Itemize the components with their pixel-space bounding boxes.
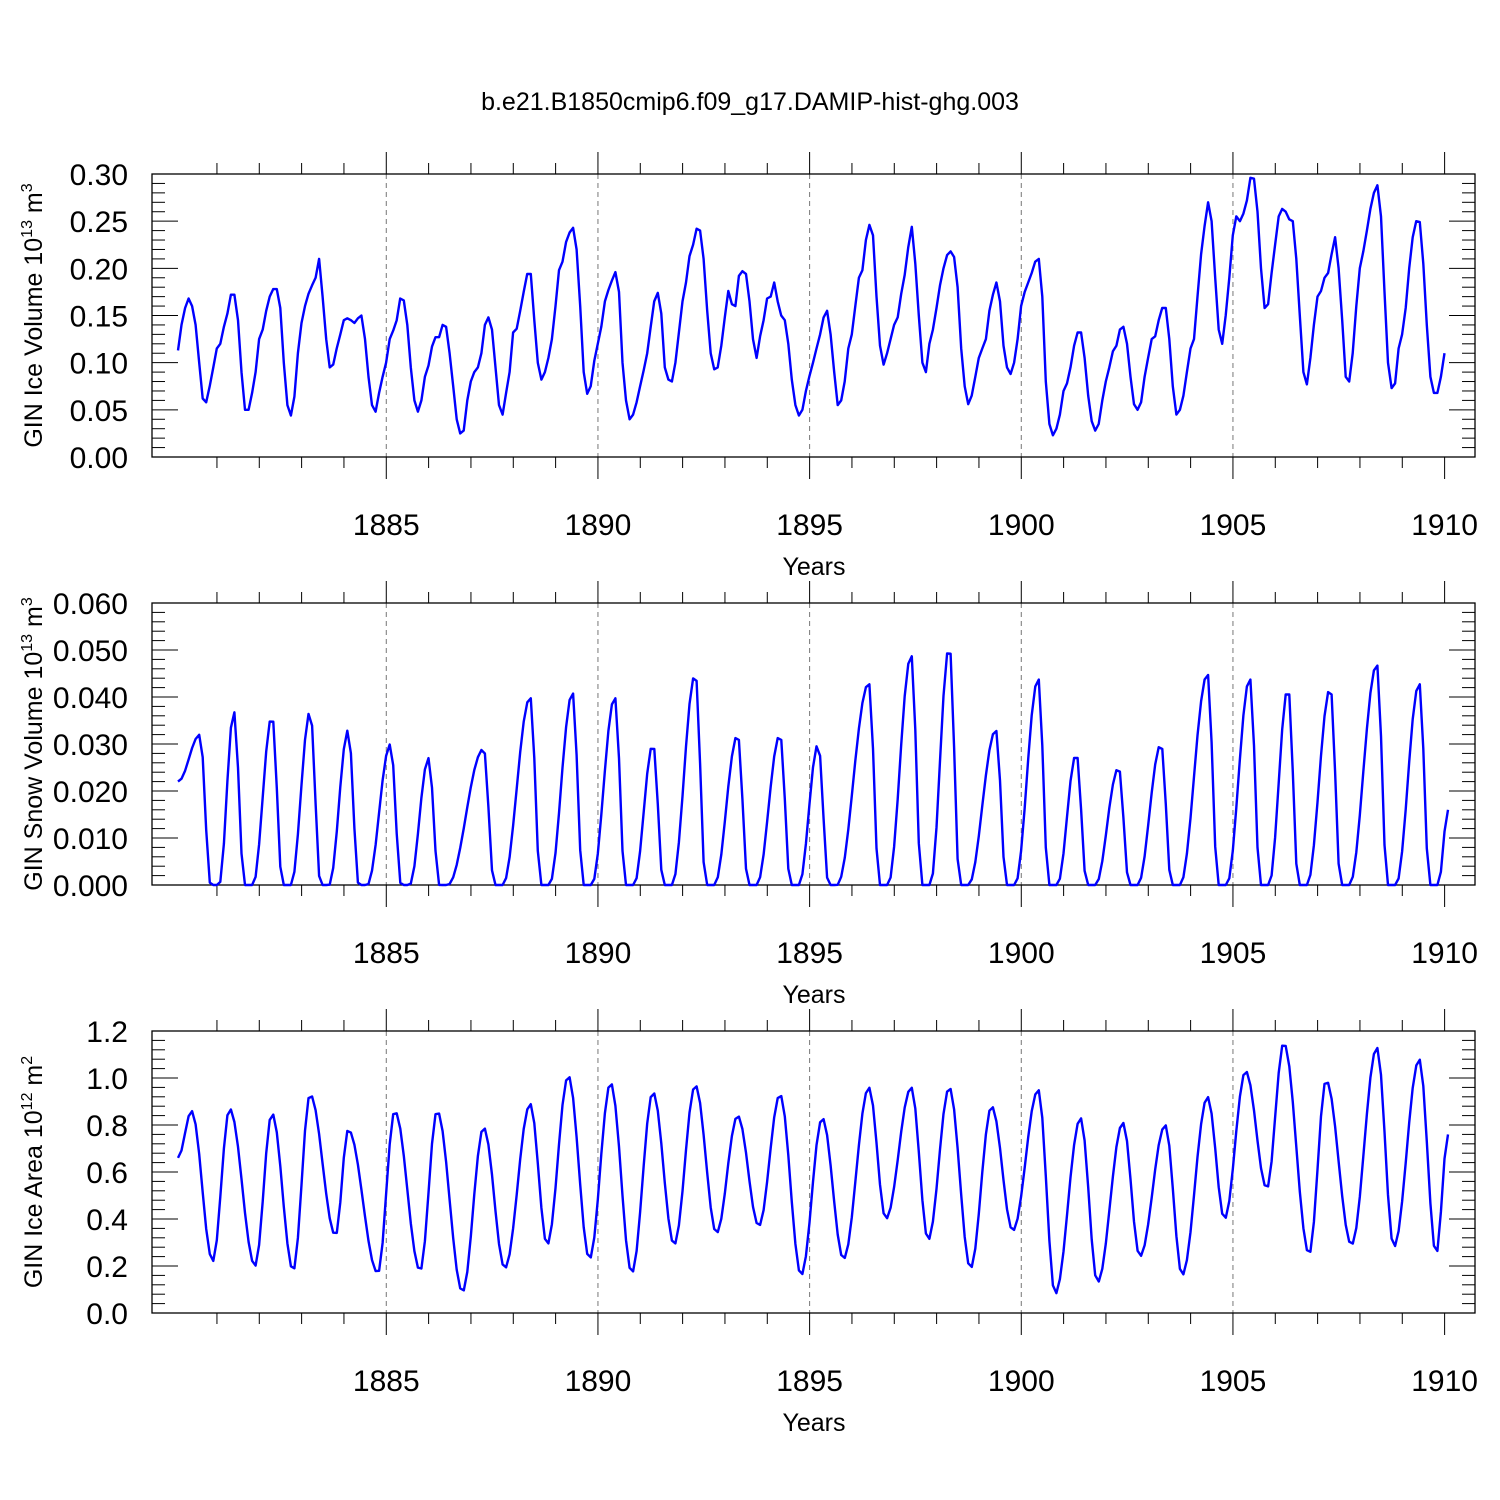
- panel-snow-volume: 1885 1890 1895 1900 1905 1910 Years 0.000 0.010 0…: [19, 581, 1478, 1009]
- x-tick-label: 1895: [776, 937, 843, 970]
- x-tick-label: 1910: [1411, 937, 1478, 970]
- y-axis-label-text: GIN Ice Area 10: [20, 1110, 48, 1288]
- y-tick-label: 0.30: [70, 159, 128, 192]
- y-tick-label: 0.060: [53, 588, 128, 621]
- x-tick-label: 1895: [776, 1365, 843, 1398]
- y-axis-label-unit-exponent: 3: [19, 183, 36, 192]
- y-tick-label: 0.10: [70, 348, 128, 381]
- y-axis-label: GIN Ice Volume 1013 m3: [19, 183, 48, 447]
- y-tick-label: 0.020: [53, 776, 128, 809]
- y-axis-label-text: GIN Snow Volume 10: [20, 652, 48, 891]
- panel-ice-volume: 1885 1890 1895 1900 1905 1910 Years 0.00 0.05 0.1…: [19, 152, 1478, 581]
- x-tick-label: 1885: [353, 937, 420, 970]
- x-tick-label: 1905: [1200, 509, 1267, 542]
- y-tick-label: 1.2: [86, 1016, 128, 1049]
- y-tick-label: 0.000: [53, 870, 128, 903]
- x-axis-label: Years: [782, 1409, 845, 1437]
- y-axis-label: GIN Snow Volume 1013 m3: [19, 597, 48, 891]
- y-tick-label: 0.15: [70, 301, 128, 334]
- y-axis-label-unit: m: [20, 1065, 48, 1093]
- y-tick-label: 0.010: [53, 823, 128, 856]
- y-tick-label: 0.030: [53, 729, 128, 762]
- y-tick-label: 1.0: [86, 1063, 128, 1096]
- y-tick-label: 0.4: [86, 1204, 128, 1237]
- x-tick-label: 1910: [1411, 1365, 1478, 1398]
- x-tick-label: 1895: [776, 509, 843, 542]
- x-tick-label: 1910: [1411, 509, 1478, 542]
- y-tick-label: 0.2: [86, 1251, 128, 1284]
- x-tick-label: 1900: [988, 937, 1055, 970]
- y-axis-label-unit-exponent: 2: [19, 1056, 36, 1065]
- y-tick-label: 0.25: [70, 206, 128, 239]
- y-axis-label-text: GIN Ice Volume 10: [20, 238, 48, 448]
- x-tick-label: 1900: [988, 1365, 1055, 1398]
- y-axis-label: GIN Ice Area 1012 m2: [19, 1056, 48, 1288]
- y-axis-label-unit: m: [20, 192, 48, 220]
- series-line: [176, 176, 1446, 437]
- y-tick-label: 0.05: [70, 395, 128, 428]
- y-tick-label: 0.040: [53, 682, 128, 715]
- y-tick-label: 0.050: [53, 635, 128, 668]
- x-tick-label: 1905: [1200, 937, 1267, 970]
- y-tick-label: 0.00: [70, 442, 128, 475]
- x-tick-label: 1885: [353, 1365, 420, 1398]
- figure-title: b.e21.B1850cmip6.f09_g17.DAMIP-hist-ghg.…: [481, 88, 1019, 116]
- panel-ice-area: 1885 1890 1895 1900 1905 1910 Years 0.0 0.2 0.4 0.…: [19, 1009, 1478, 1437]
- series-line: [177, 652, 1450, 887]
- y-axis-label-exponent: 12: [19, 1092, 36, 1110]
- y-tick-label: 0.6: [86, 1157, 128, 1190]
- y-axis-label-unit: m: [20, 606, 48, 634]
- x-tick-label: 1890: [565, 1365, 632, 1398]
- x-axis-label: Years: [782, 981, 845, 1009]
- y-axis-label-exponent: 13: [19, 220, 36, 238]
- plot-frame: [151, 173, 1476, 458]
- y-tick-label: 0.8: [86, 1110, 128, 1143]
- x-tick-label: 1900: [988, 509, 1055, 542]
- x-tick-label: 1890: [565, 509, 632, 542]
- y-axis-label-exponent: 13: [19, 634, 36, 652]
- y-tick-label: 0.20: [70, 253, 128, 286]
- x-tick-label: 1890: [565, 937, 632, 970]
- y-tick-label: 0.0: [86, 1298, 128, 1331]
- x-tick-label: 1885: [353, 509, 420, 542]
- series-line: [176, 1044, 1450, 1295]
- x-axis-label: Years: [782, 553, 845, 581]
- x-tick-label: 1905: [1200, 1365, 1267, 1398]
- y-axis-label-unit-exponent: 3: [19, 597, 36, 606]
